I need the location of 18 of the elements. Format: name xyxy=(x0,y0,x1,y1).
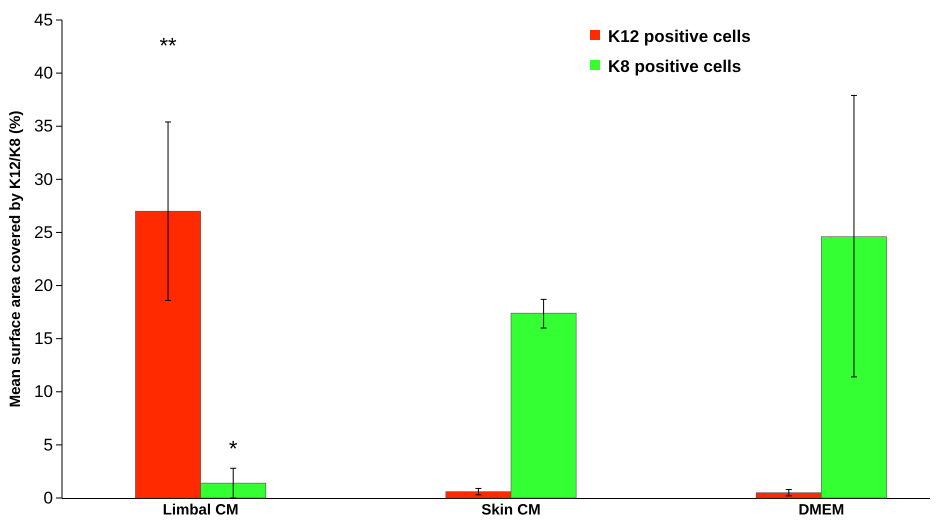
y-tick-label: 0 xyxy=(44,488,53,508)
x-tick-label: DMEM xyxy=(798,502,844,518)
annotation: ** xyxy=(159,32,178,58)
y-tick-label: 15 xyxy=(34,329,53,348)
y-tick-label: 5 xyxy=(44,435,53,454)
x-tick-label: Skin CM xyxy=(481,502,541,518)
y-axis-title: Mean surface area covered by K12/K8 (%) xyxy=(7,110,24,408)
y-tick-label: 40 xyxy=(34,64,53,83)
y-tick-label: 35 xyxy=(34,116,53,136)
y-tick-label: 25 xyxy=(34,222,53,242)
y-tick-label: 10 xyxy=(34,382,53,402)
y-tick-label: 45 xyxy=(34,10,53,30)
x-tick-label: Limbal CM xyxy=(162,502,239,518)
legend-label: K12 positive cells xyxy=(608,26,751,46)
annotation: * xyxy=(228,436,238,462)
y-tick-label: 20 xyxy=(34,276,53,295)
legend-label: K8 positive cells xyxy=(608,56,742,76)
y-tick-label: 30 xyxy=(34,170,53,189)
